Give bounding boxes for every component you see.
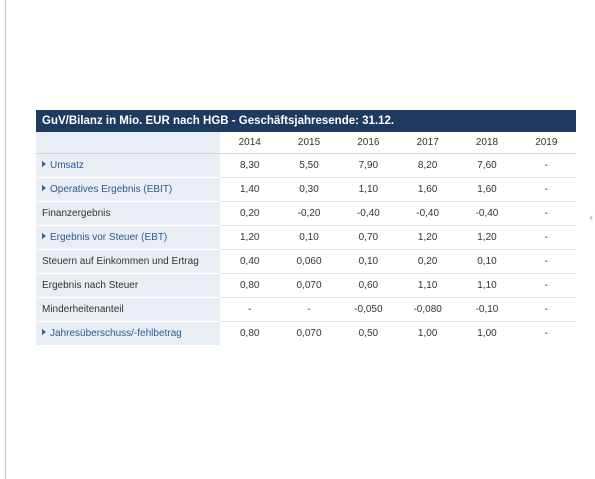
table-cell: -0,40: [338, 201, 398, 226]
table-cell: 0,30: [279, 177, 339, 202]
table-cell: -: [516, 273, 576, 298]
table-cell: -: [279, 297, 339, 322]
row-label-text: Steuern auf Einkommen und Ertrag: [42, 256, 199, 267]
table-cell: 0,50: [358, 328, 379, 339]
table-cell: 0,10: [338, 249, 398, 274]
table-cell: 0,20: [220, 201, 280, 226]
row-label-text: Finanzergebnis: [42, 208, 111, 219]
table-cell: 1,20: [457, 225, 517, 250]
caret-right-icon[interactable]: [42, 233, 46, 239]
table-row[interactable]: Jahresüberschuss/-fehlbetrag 0,80 0,070 0,5…: [36, 321, 576, 345]
financial-table: 2014 2015 2016 2017 2018 2019 Umsatz 8,30…: [36, 132, 576, 345]
table-title: GuV/Bilanz in Mio. EUR nach HGB - Geschä…: [36, 110, 576, 132]
table-cell: 1,10: [338, 177, 398, 202]
row-label[interactable]: Ergebnis vor Steuer (EBT): [36, 225, 221, 250]
row-label-text[interactable]: Operatives Ergebnis (EBIT): [50, 184, 173, 195]
table-cell: -: [516, 225, 576, 250]
financial-table-widget: GuV/Bilanz in Mio. EUR nach HGB - Geschä…: [36, 110, 576, 345]
row-label[interactable]: Umsatz: [36, 153, 221, 178]
table-row: Ergebnis nach Steuer 0,80 0,070 0,60 1,10 1,1…: [36, 273, 576, 298]
table-cell: 7,60: [457, 153, 517, 178]
table-cell: -: [544, 328, 548, 339]
page-border: [5, 0, 6, 479]
table-cell: 8,20: [398, 153, 458, 178]
row-label[interactable]: Operatives Ergebnis (EBIT): [36, 177, 221, 202]
row-label: Steuern auf Einkommen und Ertrag: [36, 249, 221, 274]
table-cell: -0,080: [398, 297, 458, 322]
row-label-text[interactable]: Ergebnis vor Steuer (EBT): [50, 232, 168, 243]
caret-right-icon[interactable]: [42, 329, 46, 335]
table-cell: 0,10: [457, 249, 517, 274]
table-cell: 1,20: [398, 225, 458, 250]
table-cell: -0,40: [398, 201, 458, 226]
table-cell: 0,10: [279, 225, 339, 250]
table-row: Minderheitenanteil - - -0,050 -0,080 -0,10-: [36, 297, 576, 322]
row-label: Finanzergebnis: [36, 201, 221, 226]
table-cell: 0,20: [398, 249, 458, 274]
label-column-header: [36, 132, 221, 154]
table-cell: 7,90: [338, 153, 398, 178]
table-cell: 8,30: [220, 153, 280, 178]
table-cell: 1,60: [398, 177, 458, 202]
table-cell: 0,40: [220, 249, 280, 274]
table-cell: 0,060: [279, 249, 339, 274]
chevron-left-icon[interactable]: ‹: [589, 211, 594, 224]
table-row: Steuern auf Einkommen und Ertrag 0,40 0,06…: [36, 249, 576, 274]
year-header-row: 2014 2015 2016 2017 2018 2019: [36, 132, 576, 154]
table-row[interactable]: Operatives Ergebnis (EBIT) 1,40 0,30 1,10 1,…: [36, 177, 576, 202]
row-label[interactable]: Jahresüberschuss/-fehlbetrag: [36, 321, 221, 345]
table-cell: -: [516, 177, 576, 202]
year-header: 2016: [338, 132, 398, 154]
table-row[interactable]: Umsatz 8,30 5,50 7,90 8,20 7,60-: [36, 153, 576, 178]
table-cell: 1,00: [477, 328, 497, 339]
row-label: Ergebnis nach Steuer: [36, 273, 221, 298]
table-cell: -0,050: [338, 297, 398, 322]
table-cell: 0,60: [338, 273, 398, 298]
table-cell: 1,00: [417, 328, 438, 339]
table-cell: 1,40: [220, 177, 280, 202]
table-cell: -: [516, 297, 576, 322]
table-cell: 1,10: [398, 273, 458, 298]
table-cell: -0,10: [457, 297, 517, 322]
caret-right-icon[interactable]: [42, 161, 46, 167]
table-cell: -: [220, 297, 280, 322]
table-cell: 1,60: [457, 177, 517, 202]
table-cell: -0,40: [457, 201, 517, 226]
table-cell: 0,80: [220, 273, 280, 298]
year-header: 2014: [220, 132, 280, 154]
table-cell: -: [516, 153, 576, 178]
row-label-text[interactable]: Jahresüberschuss/-fehlbetrag: [50, 328, 182, 339]
year-header: 2017: [398, 132, 458, 154]
table-cell: 0,070: [279, 273, 339, 298]
table-row: Finanzergebnis 0,20 -0,20 -0,40 -0,40 -0,40-: [36, 201, 576, 226]
table-cell: 0,70: [338, 225, 398, 250]
table-cell: 0,80: [239, 328, 260, 339]
year-header: 2015: [279, 132, 339, 154]
row-label-text: Minderheitenanteil: [42, 304, 124, 315]
caret-right-icon[interactable]: [42, 185, 46, 191]
table-cell: 0,070: [296, 328, 322, 339]
table-cell: -0,20: [279, 201, 339, 226]
table-cell: 1,20: [220, 225, 280, 250]
year-header: 2018: [457, 132, 517, 154]
table-cell: -: [516, 249, 576, 274]
row-label-text: Ergebnis nach Steuer: [42, 280, 139, 291]
row-label: Minderheitenanteil: [36, 297, 221, 322]
table-row[interactable]: Ergebnis vor Steuer (EBT) 1,20 0,10 0,70 1,2…: [36, 225, 576, 250]
year-header: 2019: [516, 132, 576, 154]
table-cell: -: [516, 201, 576, 226]
table-cell: 5,50: [279, 153, 339, 178]
row-label-text[interactable]: Umsatz: [50, 160, 84, 171]
table-cell: 1,10: [457, 273, 517, 298]
